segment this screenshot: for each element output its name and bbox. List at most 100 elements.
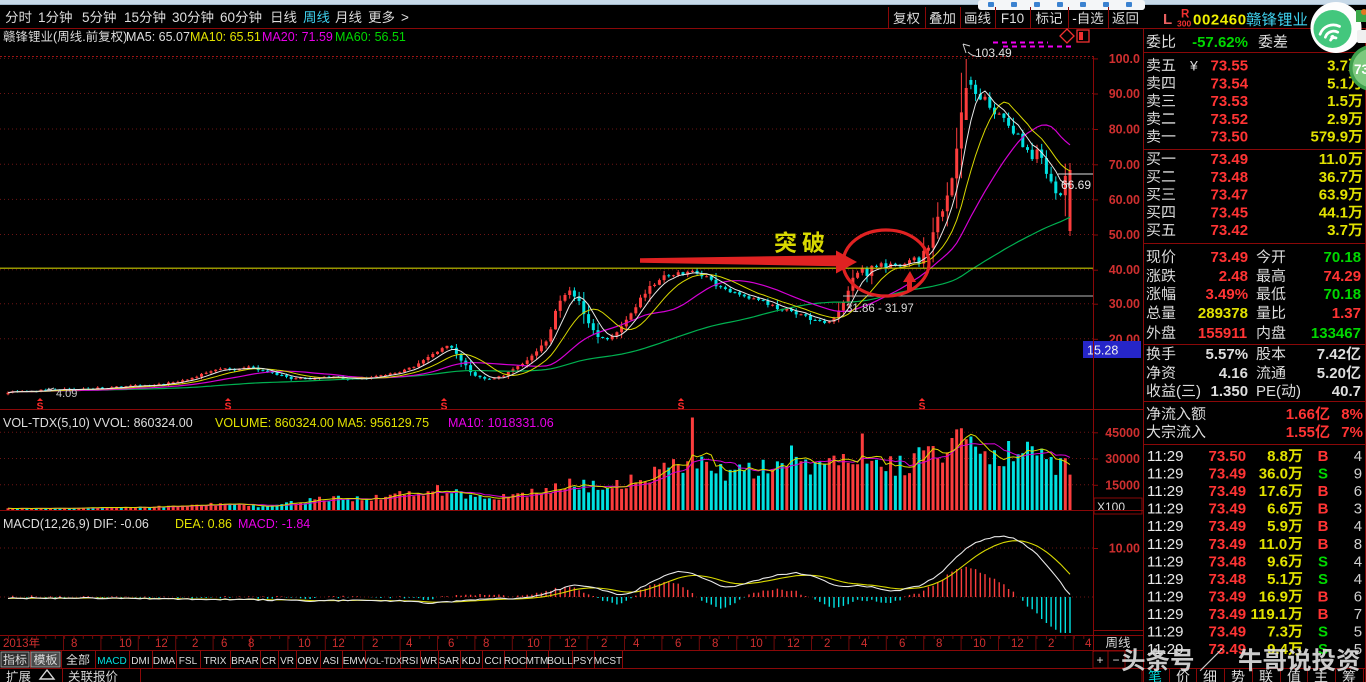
svg-text:B: B	[1318, 518, 1329, 535]
svg-text:1.5: 1.5	[1327, 93, 1348, 110]
svg-text:12: 12	[1011, 638, 1024, 650]
svg-text:8: 8	[1354, 536, 1362, 553]
svg-text:73.50: 73.50	[1209, 448, 1247, 465]
svg-text:6.6: 6.6	[1267, 501, 1288, 518]
svg-text:4: 4	[633, 638, 640, 650]
svg-text:11:29: 11:29	[1147, 483, 1183, 500]
svg-text:73.49: 73.49	[1209, 518, 1247, 535]
svg-text:73.42: 73.42	[1211, 222, 1249, 239]
svg-text:(: (	[53, 30, 58, 44]
svg-text:X100: X100	[1097, 500, 1125, 514]
svg-text:OBV: OBV	[297, 656, 318, 667]
svg-text:F10: F10	[1001, 11, 1024, 26]
svg-text:8: 8	[483, 638, 489, 650]
svg-text:7.3: 7.3	[1267, 624, 1288, 641]
svg-text:73.52: 73.52	[1211, 111, 1249, 128]
svg-text:30.00: 30.00	[1109, 297, 1140, 311]
svg-text:MA10: 65.51: MA10: 65.51	[190, 30, 261, 44]
svg-text:MACD(12,26,9) DIF: -0.06: MACD(12,26,9) DIF: -0.06	[3, 517, 149, 531]
svg-text:B: B	[1318, 501, 1329, 518]
svg-text:73.49: 73.49	[1209, 606, 1247, 623]
svg-text:4.09: 4.09	[56, 388, 77, 400]
svg-text:6: 6	[448, 638, 454, 650]
svg-text:12: 12	[787, 638, 800, 650]
svg-text:73.47: 73.47	[1211, 187, 1249, 204]
svg-text:4: 4	[1354, 571, 1362, 588]
svg-text:4: 4	[406, 638, 413, 650]
svg-text:2: 2	[601, 638, 607, 650]
svg-text:4: 4	[1354, 448, 1362, 465]
svg-text:): )	[1196, 383, 1201, 400]
svg-text:11.0: 11.0	[1259, 536, 1287, 553]
svg-text:31.86 - 31.97: 31.86 - 31.97	[846, 303, 914, 315]
svg-text:): )	[123, 30, 127, 44]
svg-text:73.54: 73.54	[1211, 75, 1249, 92]
svg-text:73.49: 73.49	[1209, 588, 1247, 605]
svg-text:10: 10	[119, 638, 132, 650]
svg-text:CCI: CCI	[484, 656, 501, 667]
svg-text:15.28: 15.28	[1087, 344, 1118, 358]
svg-text:7.42: 7.42	[1317, 346, 1346, 363]
svg-text:002460: 002460	[1193, 12, 1247, 29]
svg-text:5.20: 5.20	[1317, 365, 1346, 382]
svg-text:1: 1	[38, 10, 46, 25]
svg-text:73.45: 73.45	[1211, 204, 1249, 221]
svg-text:3: 3	[1354, 501, 1362, 518]
svg-text:DMA: DMA	[153, 656, 176, 667]
svg-text:80.00: 80.00	[1109, 123, 1140, 137]
svg-text:119.1: 119.1	[1251, 606, 1288, 623]
svg-text:VOLUME: 860324.00 MA5: 956129: VOLUME: 860324.00 MA5: 956129.75	[215, 416, 429, 430]
svg-text:S: S	[1318, 624, 1328, 641]
svg-text:73.48: 73.48	[1209, 553, 1247, 570]
svg-text:MA10: 1018331.06: MA10: 1018331.06	[448, 416, 554, 430]
svg-text:8: 8	[71, 638, 77, 650]
svg-text:5: 5	[1354, 641, 1362, 658]
svg-text:63.9: 63.9	[1319, 187, 1348, 204]
svg-text:R: R	[1181, 9, 1190, 21]
svg-text:5.1: 5.1	[1327, 75, 1348, 92]
svg-text:9.6: 9.6	[1267, 553, 1288, 570]
svg-text:12: 12	[155, 638, 168, 650]
svg-text:.: .	[82, 30, 85, 44]
svg-text:4: 4	[861, 638, 868, 650]
svg-text:PSY: PSY	[573, 656, 593, 667]
svg-text:2: 2	[192, 638, 198, 650]
svg-text:73.49: 73.49	[1209, 466, 1247, 483]
svg-text:11:29: 11:29	[1147, 448, 1183, 465]
svg-text:MACD: -1.84: MACD: -1.84	[238, 517, 310, 531]
svg-text:9: 9	[1354, 466, 1362, 483]
svg-text:-: -	[1072, 11, 1077, 26]
svg-text:73: 73	[1354, 62, 1366, 77]
svg-text:L: L	[1163, 11, 1172, 28]
svg-text:VR: VR	[280, 656, 294, 667]
svg-text:15: 15	[124, 10, 139, 25]
svg-text:MA5: 65.07: MA5: 65.07	[126, 30, 190, 44]
svg-text:10: 10	[527, 638, 540, 650]
svg-text:44.1: 44.1	[1319, 204, 1348, 221]
svg-text:1.55: 1.55	[1286, 424, 1315, 441]
svg-text:B: B	[1318, 588, 1329, 605]
svg-text:11:29: 11:29	[1147, 466, 1183, 483]
svg-text:6: 6	[899, 638, 905, 650]
svg-text:S: S	[919, 401, 926, 413]
svg-text:SAR: SAR	[439, 656, 460, 667]
svg-text:15000: 15000	[1105, 478, 1140, 492]
svg-text:50.00: 50.00	[1109, 228, 1140, 242]
svg-text:B: B	[1318, 536, 1329, 553]
svg-text:5.9: 5.9	[1267, 518, 1288, 535]
svg-text:S: S	[678, 401, 685, 413]
svg-text:11:29: 11:29	[1147, 553, 1183, 570]
svg-text:(: (	[1176, 383, 1181, 400]
svg-text:MCST: MCST	[594, 656, 622, 667]
svg-text:289378: 289378	[1198, 305, 1248, 322]
svg-text:DEA: 0.86: DEA: 0.86	[175, 517, 232, 531]
svg-text:S: S	[37, 401, 44, 413]
svg-text:4: 4	[1354, 518, 1362, 535]
svg-text:EMV: EMV	[343, 656, 365, 667]
svg-text:6: 6	[675, 638, 681, 650]
svg-text:66.69: 66.69	[1061, 178, 1091, 192]
svg-text:40.00: 40.00	[1109, 263, 1140, 277]
svg-text:10: 10	[973, 638, 986, 650]
svg-text:KDJ: KDJ	[462, 656, 481, 667]
svg-text:11.0: 11.0	[1319, 151, 1347, 168]
